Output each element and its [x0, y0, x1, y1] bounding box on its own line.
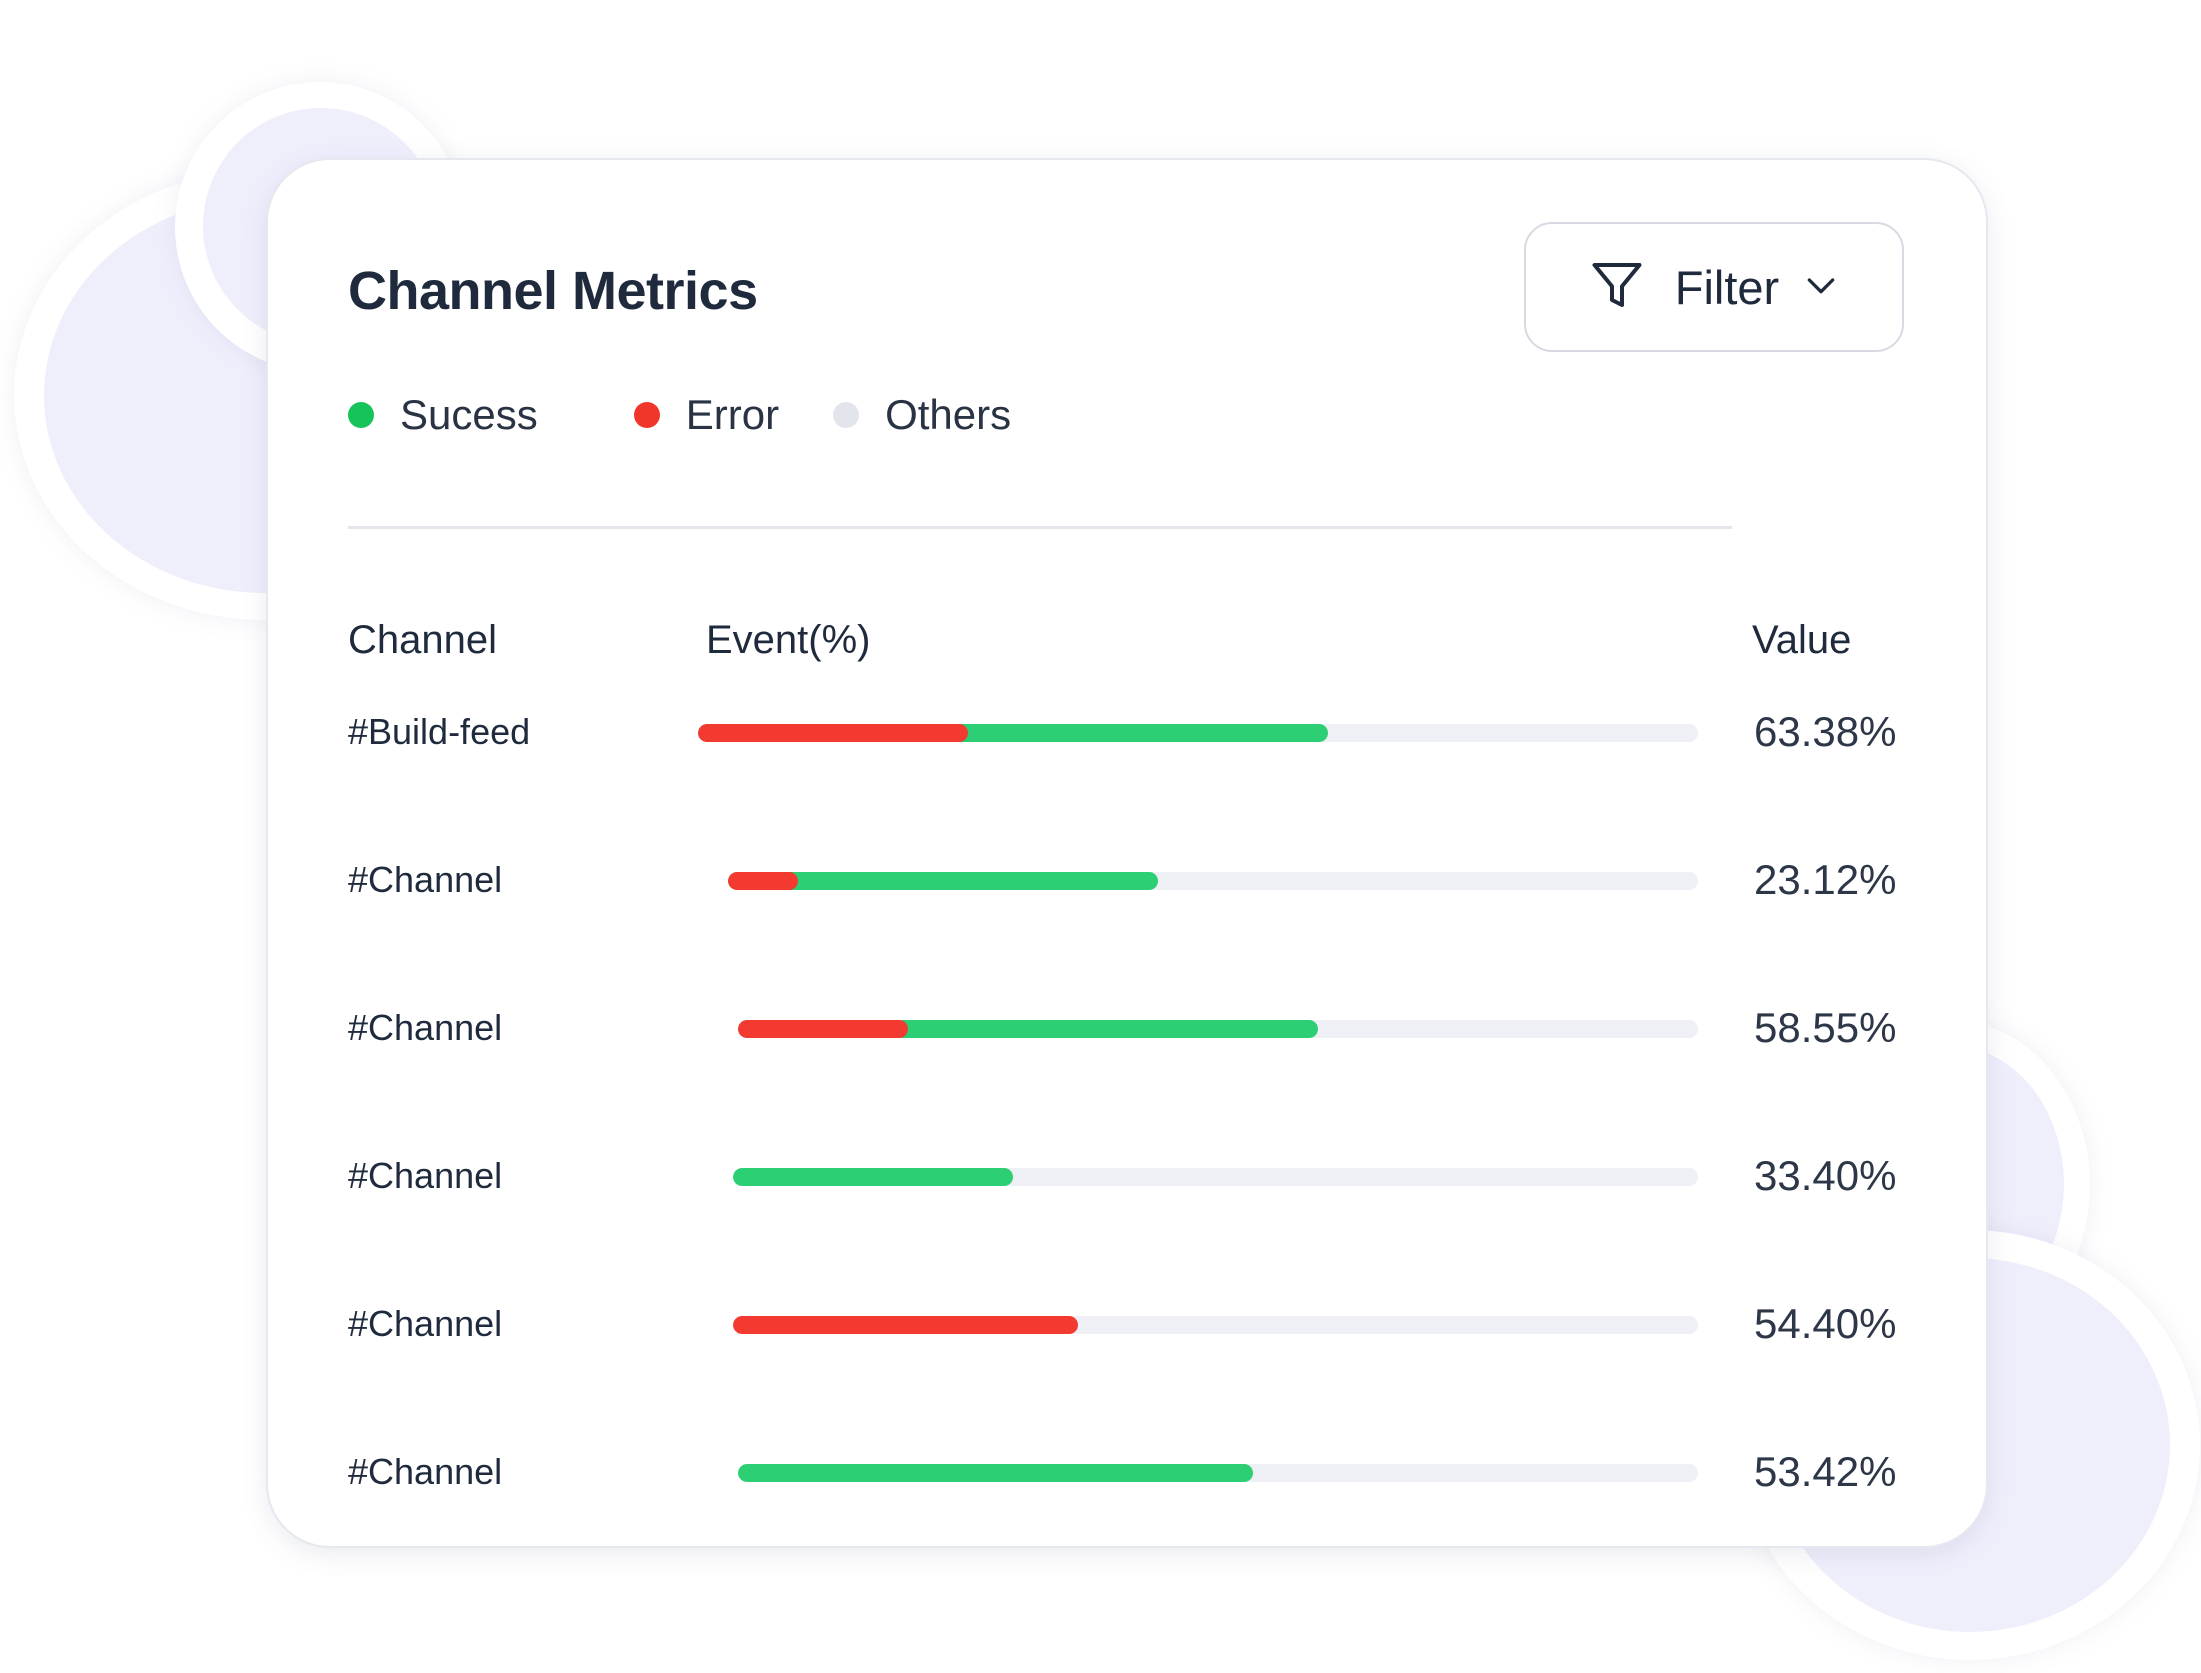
chevron-down-icon: [1801, 265, 1841, 310]
legend-item-success: Sucess: [348, 391, 538, 439]
channel-value: 53.42%: [1754, 1448, 1897, 1495]
channel-name: #Channel: [348, 1303, 503, 1344]
column-header-event: Event(%): [706, 618, 871, 662]
event-bar-track: [698, 724, 1698, 742]
channel-name: #Channel: [348, 1007, 503, 1048]
column-header-channel: Channel: [348, 618, 498, 662]
divider: [348, 526, 1732, 529]
chart-legend: Sucess Error Others: [348, 385, 1011, 445]
event-bar-track: [738, 1464, 1698, 1482]
channel-name: #Channel: [348, 859, 503, 900]
table-row[interactable]: #Channel 58.55%: [268, 998, 1986, 1058]
legend-label-error: Error: [685, 391, 780, 438]
table-row[interactable]: #Channel 23.12%: [268, 850, 1986, 910]
error-bar: [698, 724, 968, 742]
success-bar: [733, 1168, 1013, 1186]
legend-label-others: Others: [885, 391, 1012, 438]
event-bar-track: [733, 1168, 1698, 1186]
event-bar-track: [738, 1020, 1698, 1038]
success-dot-icon: [348, 402, 374, 428]
error-bar: [733, 1316, 1078, 1334]
channel-name: #Build-feed: [348, 711, 531, 752]
event-bar-track: [733, 1316, 1698, 1334]
legend-item-error: Error: [633, 391, 780, 439]
channel-value: 33.40%: [1754, 1152, 1897, 1199]
legend-label-success: Sucess: [400, 391, 538, 438]
filter-button[interactable]: Filter: [1524, 222, 1904, 352]
error-bar: [738, 1020, 908, 1038]
channel-value: 54.40%: [1754, 1300, 1897, 1347]
table-row[interactable]: #Channel 54.40%: [268, 1294, 1986, 1354]
channel-value: 63.38%: [1754, 708, 1897, 755]
channel-name: #Channel: [348, 1451, 503, 1492]
channel-name: #Channel: [348, 1155, 503, 1196]
legend-item-others: Others: [833, 391, 1011, 439]
table-row[interactable]: #Build-feed 63.38%: [268, 702, 1986, 762]
event-bar-track: [728, 872, 1698, 890]
card-title: Channel Metrics: [348, 261, 758, 321]
error-dot-icon: [633, 402, 660, 428]
filter-label: Filter: [1674, 260, 1780, 314]
error-bar: [728, 872, 798, 890]
funnel-icon: [1587, 255, 1647, 320]
channel-metrics-card: Channel Metrics Filter Sucess Error Othe…: [266, 158, 1988, 1548]
channel-value: 23.12%: [1754, 856, 1897, 903]
channel-value: 58.55%: [1754, 1004, 1897, 1051]
table-row[interactable]: #Channel 53.42%: [268, 1442, 1986, 1502]
success-bar: [738, 1464, 1253, 1482]
success-bar: [728, 872, 1158, 890]
column-header-value: Value: [1752, 618, 1852, 662]
table-row[interactable]: #Channel 33.40%: [268, 1146, 1986, 1206]
others-dot-icon: [833, 402, 860, 428]
